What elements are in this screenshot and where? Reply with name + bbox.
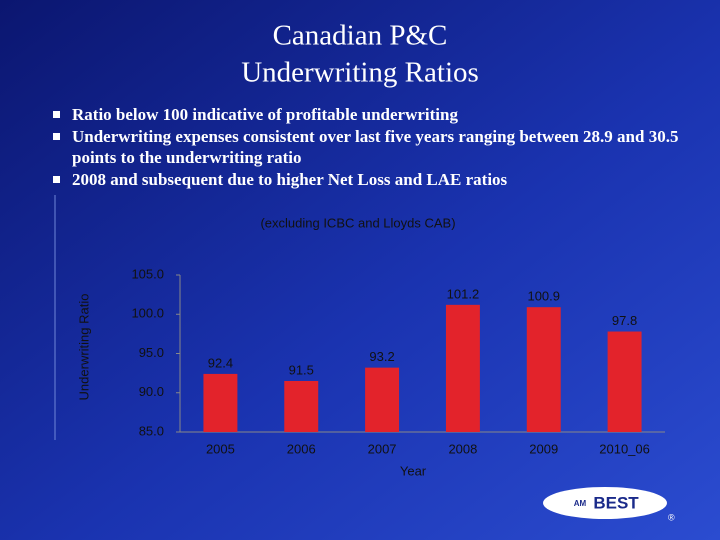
data-label: 91.5 <box>289 362 314 377</box>
x-tick-label: 2008 <box>448 441 477 456</box>
bullet: Ratio below 100 indicative of profitable… <box>52 104 692 125</box>
logo: AM BEST ® <box>543 487 675 522</box>
y-tick-label: 100.0 <box>131 306 164 321</box>
x-axis-label: Year <box>400 463 427 478</box>
bar <box>284 380 319 432</box>
x-tick-label: 2006 <box>287 441 316 456</box>
data-label: 97.8 <box>612 313 637 328</box>
bar <box>445 304 480 432</box>
logo-oval <box>543 487 667 519</box>
y-tick-label: 85.0 <box>139 423 164 438</box>
x-tick-label: 2010_06 <box>599 441 650 456</box>
bar <box>203 373 238 432</box>
bullet: Underwriting expenses consistent over la… <box>52 126 692 168</box>
x-tick-label: 2007 <box>368 441 397 456</box>
data-label: 93.2 <box>369 349 394 364</box>
logo-registered: ® <box>668 512 675 522</box>
slide-title: Canadian P&C <box>273 20 448 52</box>
chart-title: (excluding ICBC and Lloyds CAB) <box>260 215 455 230</box>
bullet-list: Ratio below 100 indicative of profitable… <box>52 104 692 191</box>
y-axis-label: Underwriting Ratio <box>76 294 91 401</box>
bar <box>526 307 561 432</box>
bar <box>365 367 400 432</box>
data-label: 92.4 <box>208 355 233 370</box>
logo-text: BEST <box>593 493 639 512</box>
y-tick-label: 105.0 <box>131 266 164 281</box>
y-tick-label: 90.0 <box>139 384 164 399</box>
logo-mark: AM <box>574 499 587 508</box>
bullet: 2008 and subsequent due to higher Net Lo… <box>52 169 692 190</box>
bar <box>607 331 642 432</box>
slide-title: Underwriting Ratios <box>241 57 479 89</box>
y-tick-label: 95.0 <box>139 345 164 360</box>
x-tick-label: 2005 <box>206 441 235 456</box>
data-label: 100.9 <box>527 289 560 304</box>
x-tick-label: 2009 <box>529 441 558 456</box>
data-label: 101.2 <box>447 286 480 301</box>
